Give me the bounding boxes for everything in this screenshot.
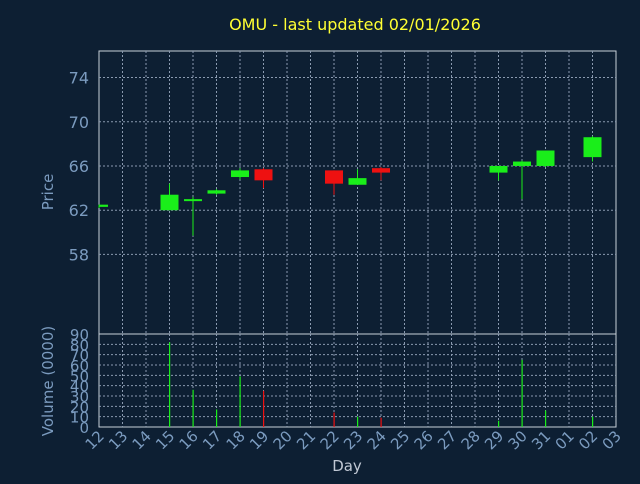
- volume-bar: [357, 416, 359, 427]
- price-tick-label: 62: [69, 201, 89, 220]
- volume-bar: [169, 342, 171, 427]
- volume-tick-label: 90: [70, 326, 89, 344]
- volume-tick-label: 60: [70, 357, 89, 375]
- candle-body: [254, 169, 273, 181]
- volume-bar: [263, 390, 265, 427]
- x-tick-label: 02: [575, 427, 601, 453]
- candle-body: [231, 170, 249, 178]
- volume-tick-label: 80: [70, 336, 89, 354]
- candle-body: [513, 161, 531, 166]
- volume-tick-label: 30: [70, 388, 89, 406]
- price-tick-label: 70: [69, 113, 89, 132]
- candle-body: [372, 168, 390, 173]
- candle-body: [207, 190, 226, 194]
- volume-tick-label: 70: [70, 347, 89, 365]
- volume-bar: [216, 409, 218, 427]
- volume-bar: [380, 417, 382, 427]
- price-tick-label: 58: [69, 245, 89, 264]
- x-tick-label: 18: [223, 427, 249, 453]
- x-tick-label: 16: [176, 427, 202, 453]
- volume-tick-label: 0: [79, 419, 89, 437]
- candle-body: [583, 137, 602, 158]
- x-tick-label: 31: [528, 427, 554, 453]
- price-axis-label: Price: [39, 174, 57, 211]
- volume-bar: [192, 389, 194, 427]
- price-tick-label: 74: [69, 69, 89, 88]
- volume-tick-label: 40: [70, 378, 89, 396]
- candle-body: [99, 204, 108, 207]
- candle-body: [489, 165, 508, 173]
- day-axis-label: Day: [332, 457, 362, 475]
- volume-bar: [498, 420, 500, 427]
- x-tick-label: 13: [105, 427, 131, 453]
- x-tick-label: 30: [505, 427, 531, 453]
- x-tick-label: 20: [270, 427, 296, 453]
- price-tick-label: 66: [69, 157, 89, 176]
- candle-body: [536, 150, 555, 166]
- volume-bar: [521, 359, 523, 427]
- x-tick-label: 17: [199, 427, 225, 453]
- x-tick-labels: 1213141516171819202122232425262728293031…: [82, 427, 625, 453]
- x-tick-label: 29: [481, 427, 507, 453]
- volume-bar: [239, 376, 241, 427]
- x-tick-label: 27: [434, 427, 460, 453]
- x-tick-label: 15: [152, 427, 178, 453]
- volume-bar: [592, 416, 594, 427]
- x-tick-label: 23: [340, 427, 366, 453]
- x-tick-label: 03: [599, 427, 625, 453]
- candle-body: [184, 199, 202, 202]
- volume-axis-label: Volume (0000): [39, 326, 57, 436]
- volume-bar: [545, 410, 547, 427]
- chart-title: OMU - last updated 02/01/2026: [229, 15, 481, 34]
- volume-tick-label: 10: [70, 409, 89, 427]
- x-tick-label: 21: [293, 427, 319, 453]
- candle-body: [348, 178, 367, 185]
- x-tick-label: 24: [364, 427, 390, 453]
- candle-body: [160, 194, 179, 211]
- candle-body: [325, 170, 343, 184]
- x-tick-label: 22: [317, 427, 343, 453]
- price-panel: 58 62 66 70 74: [69, 50, 617, 335]
- volume-tick-label: 20: [70, 398, 89, 416]
- volume-tick-label: 50: [70, 367, 89, 385]
- volume-bar: [333, 412, 335, 427]
- x-tick-label: 01: [552, 427, 578, 453]
- x-tick-label: 25: [387, 427, 413, 453]
- x-tick-label: 19: [246, 427, 272, 453]
- x-tick-label: 28: [458, 427, 484, 453]
- x-tick-label: 14: [129, 427, 155, 453]
- x-tick-label: 26: [411, 427, 437, 453]
